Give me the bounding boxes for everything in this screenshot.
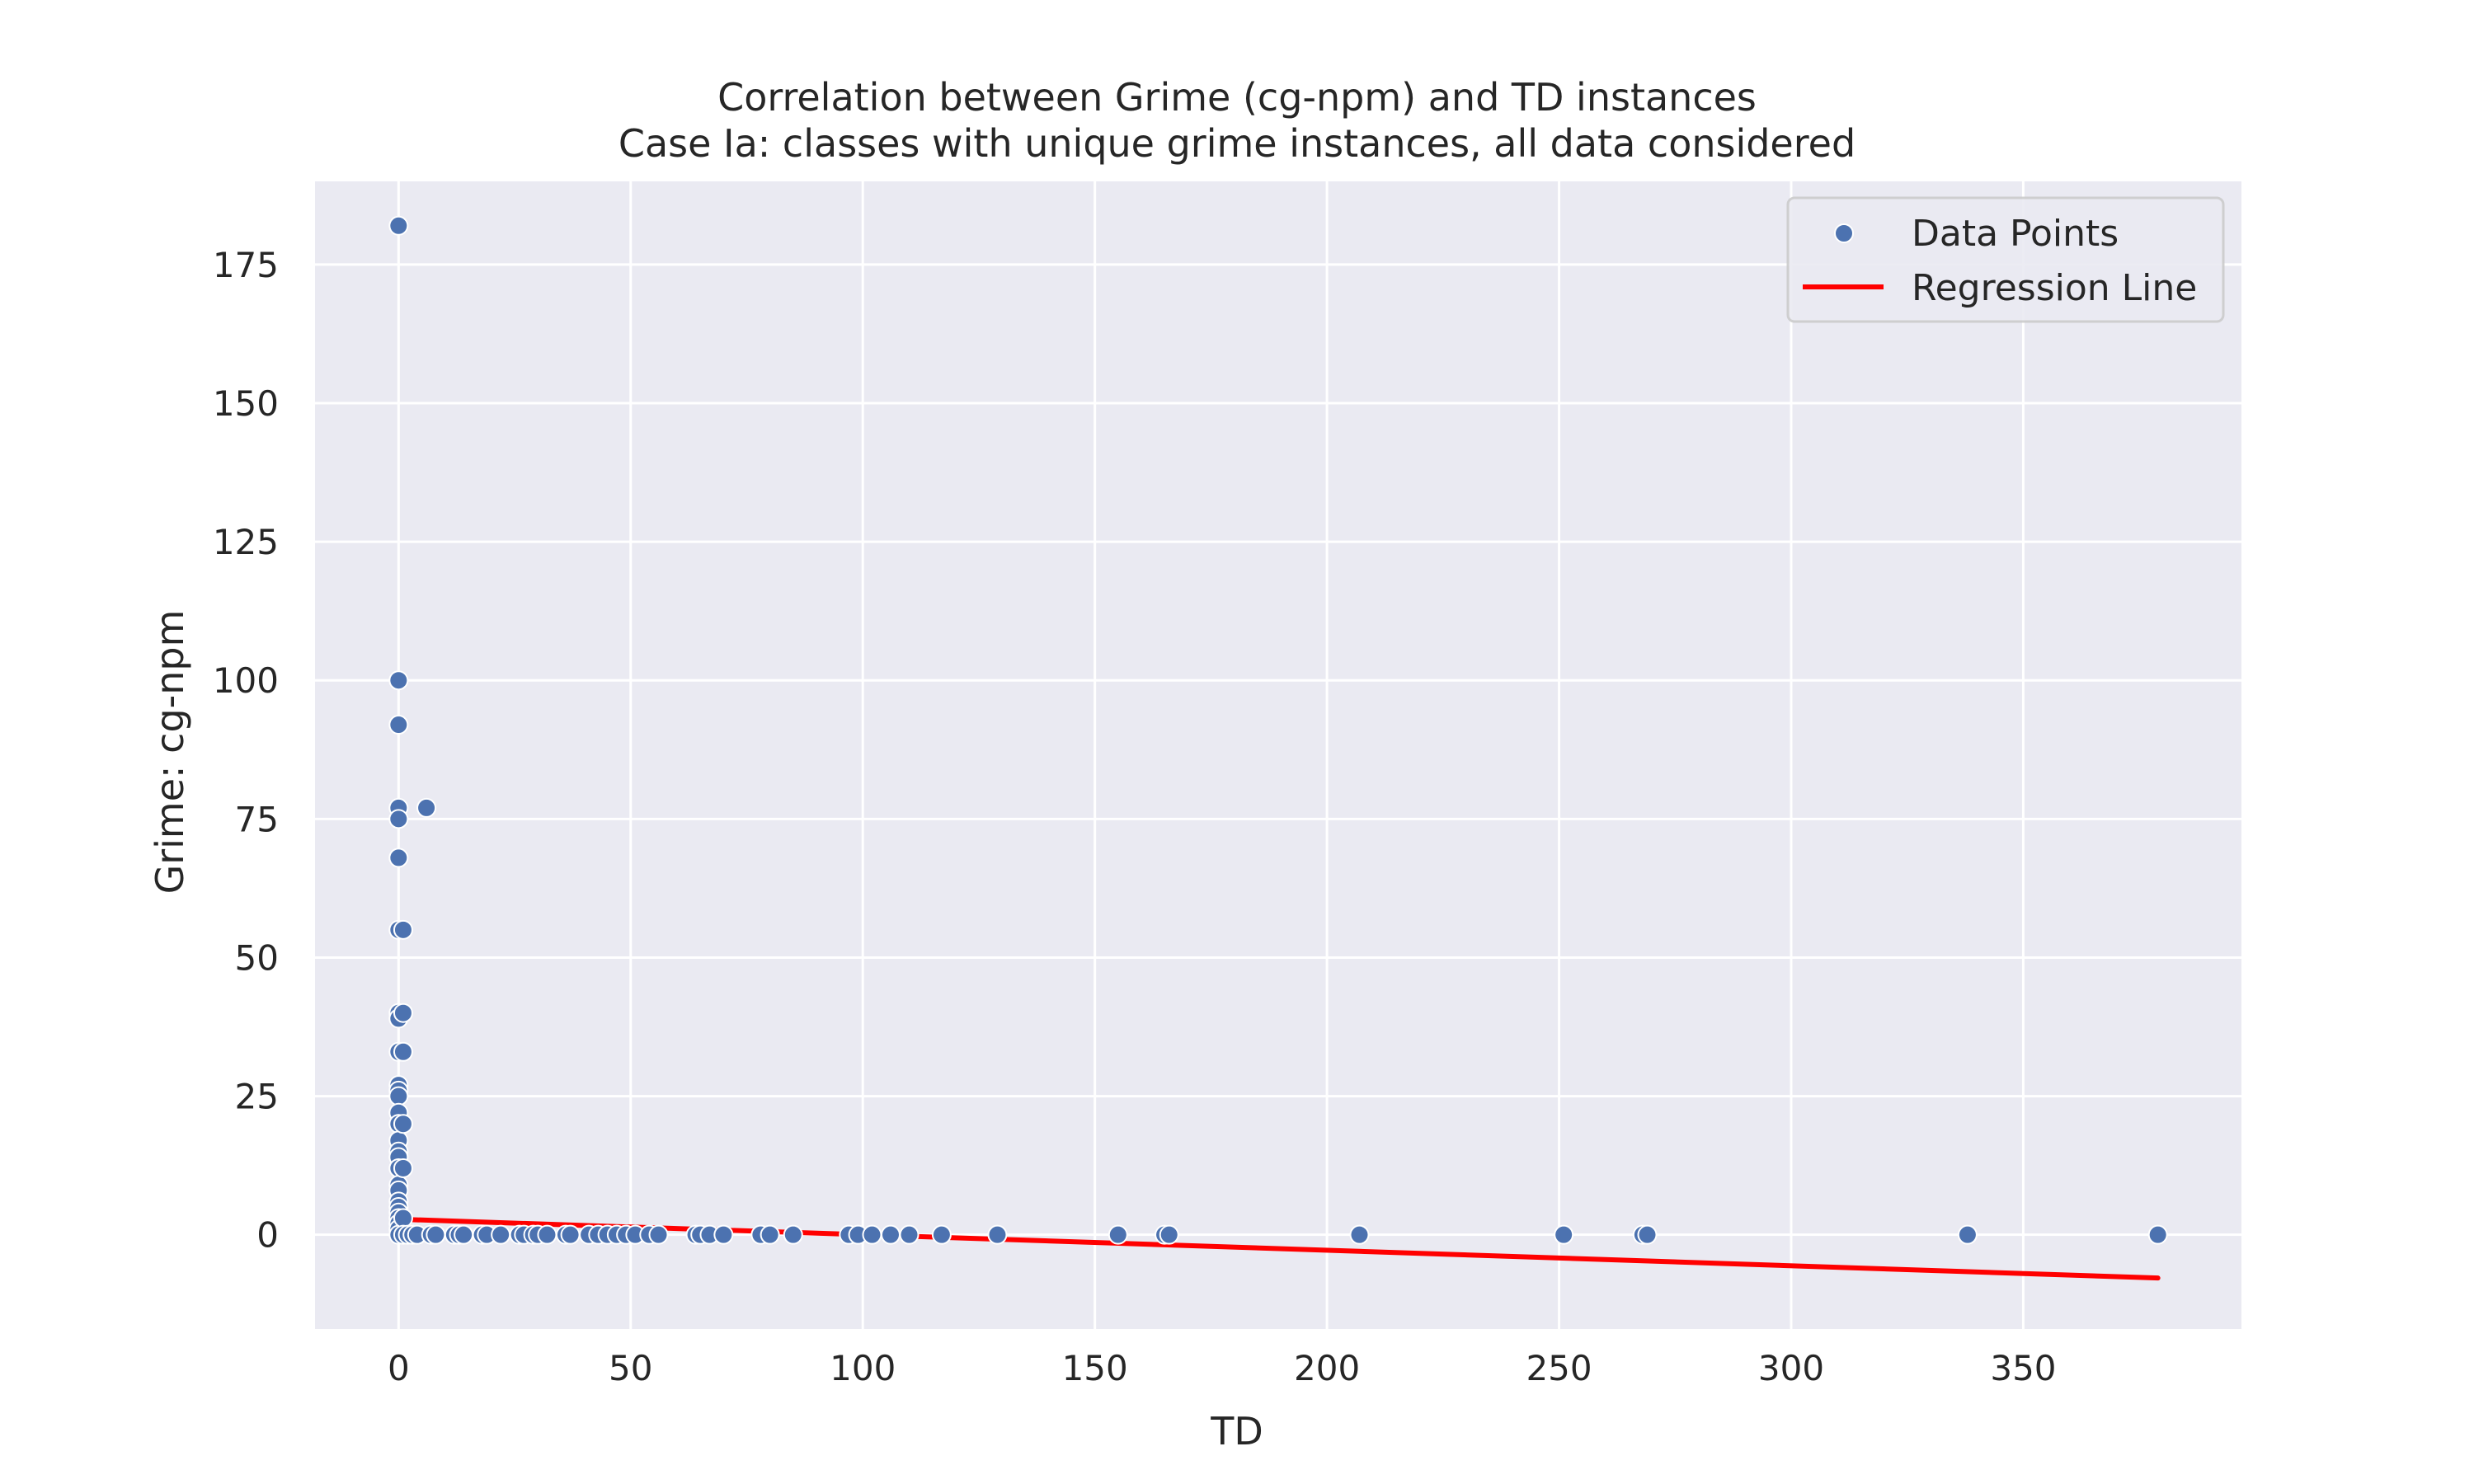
data-point xyxy=(393,1114,413,1134)
data-point xyxy=(393,1003,413,1023)
data-point xyxy=(862,1224,882,1245)
data-point xyxy=(416,797,437,818)
data-point xyxy=(537,1224,557,1245)
chart-subtitle: Case Ia: classes with unique grime insta… xyxy=(618,121,1856,166)
data-point xyxy=(899,1224,920,1245)
y-tick-label: 0 xyxy=(256,1215,279,1256)
data-point xyxy=(388,1086,409,1106)
x-axis-label: TD xyxy=(1210,1409,1263,1453)
y-tick-label: 125 xyxy=(213,522,279,562)
y-tick-label: 50 xyxy=(235,937,279,978)
x-tick-label: 350 xyxy=(1990,1348,2056,1388)
x-tick-label: 150 xyxy=(1062,1348,1128,1388)
x-tick-label: 200 xyxy=(1294,1348,1360,1388)
data-point xyxy=(987,1224,1008,1245)
data-point xyxy=(454,1224,474,1245)
legend: Data Points Regression Line xyxy=(1786,196,2225,323)
y-tick-label: 150 xyxy=(213,383,279,424)
data-point xyxy=(393,1158,413,1178)
data-point xyxy=(880,1224,901,1245)
data-point xyxy=(760,1224,780,1245)
data-point xyxy=(560,1224,581,1245)
data-point xyxy=(393,1208,413,1228)
data-point xyxy=(1637,1224,1658,1245)
legend-box xyxy=(1786,196,2225,323)
plot-area xyxy=(315,181,2241,1329)
y-tick-label: 75 xyxy=(235,799,279,839)
data-point xyxy=(1957,1224,1978,1245)
data-point xyxy=(1554,1224,1574,1245)
x-tick-label: 100 xyxy=(830,1348,896,1388)
chart-title: Correlation between Grime (cg-npm) and T… xyxy=(717,75,1757,120)
data-point xyxy=(393,1041,413,1062)
data-point xyxy=(393,919,413,940)
data-points xyxy=(388,215,2168,1245)
data-point xyxy=(2147,1224,2168,1245)
data-point xyxy=(388,215,409,236)
y-tick-label: 175 xyxy=(213,245,279,285)
x-tick-label: 50 xyxy=(609,1348,652,1388)
data-point xyxy=(783,1224,803,1245)
y-axis-label: Grime: cg-npm xyxy=(148,610,192,895)
data-point xyxy=(388,809,409,829)
x-ticks: 0 50 100 150 200 250 300 350 xyxy=(388,1348,2057,1388)
data-point xyxy=(1349,1224,1370,1245)
y-tick-label: 100 xyxy=(213,660,279,701)
data-point xyxy=(1108,1224,1128,1245)
x-tick-label: 300 xyxy=(1758,1348,1824,1388)
data-point xyxy=(426,1224,446,1245)
legend-label-data-points: Data Points xyxy=(1912,213,2119,255)
data-point xyxy=(648,1224,669,1245)
x-tick-label: 0 xyxy=(388,1348,410,1388)
data-point xyxy=(388,670,409,691)
y-tick-label: 25 xyxy=(235,1077,279,1117)
legend-marker-data-points xyxy=(1834,223,1854,243)
data-point xyxy=(1159,1224,1179,1245)
x-tick-label: 250 xyxy=(1526,1348,1592,1388)
data-point xyxy=(388,715,409,735)
legend-label-regression-line: Regression Line xyxy=(1912,267,2197,309)
data-point xyxy=(713,1224,734,1245)
y-ticks: 0 25 50 75 100 125 150 175 xyxy=(213,245,279,1256)
data-point xyxy=(388,848,409,868)
data-point xyxy=(931,1224,952,1245)
data-point xyxy=(491,1224,511,1245)
